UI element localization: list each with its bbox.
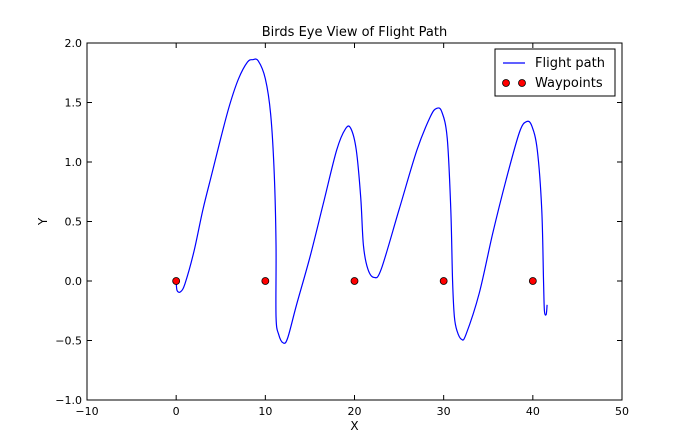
legend-box [494,48,616,97]
legend-marker-swatch [518,79,526,87]
plot-content [172,58,548,344]
chart-title: Birds Eye View of Flight Path [262,25,447,40]
waypoint-marker [528,277,537,285]
legend-marker-swatch [502,79,510,87]
y-tick-label: −0.5 [55,335,82,348]
x-tick-label: 10 [258,405,272,418]
x-axis-title: X [350,419,358,433]
waypoint-marker [261,277,270,285]
x-tick-label: 20 [348,405,362,418]
y-tick-label: 0.0 [65,275,83,288]
y-axis-title: Y [36,217,50,226]
x-tick-label: −10 [75,405,98,418]
y-tick-label: 0.5 [65,216,83,229]
legend: Flight path Waypoints [494,48,616,97]
waypoint-marker [439,277,448,285]
y-axis: −1.0 −0.5 0.0 0.5 1.0 1.5 2.0 [55,37,622,407]
waypoint-marker [350,277,359,285]
x-tick-label: 0 [173,405,180,418]
y-tick-label: −1.0 [55,394,82,407]
legend-label-waypoints: Waypoints [535,76,603,91]
y-tick-label: 1.0 [65,156,83,169]
y-tick-label: 1.5 [65,97,83,110]
y-tick-label: 2.0 [65,37,83,50]
x-tick-label: 30 [437,405,451,418]
x-axis: −10 0 10 20 30 40 50 [75,43,629,418]
waypoint-marker [172,277,181,285]
legend-label-flight-path: Flight path [535,56,605,71]
flight-path-line [175,58,548,344]
x-tick-label: 40 [526,405,540,418]
x-tick-label: 50 [615,405,629,418]
